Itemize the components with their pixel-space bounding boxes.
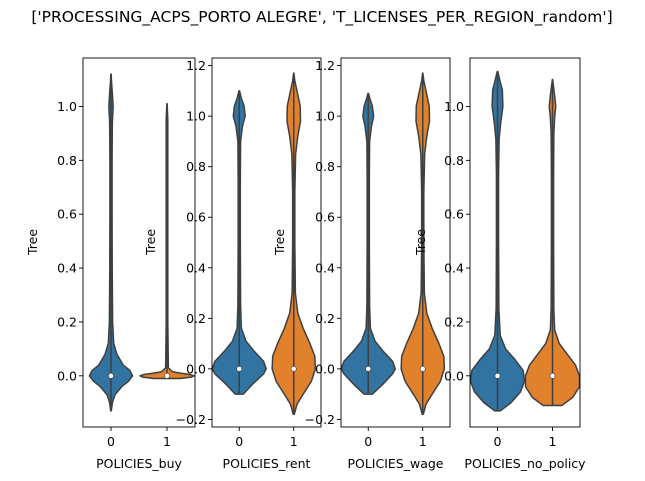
ytick-label: 1.0 — [315, 109, 335, 124]
y-axis-label: Tree — [25, 229, 40, 256]
violin-median-1 — [549, 372, 556, 379]
xtick-label: 1 — [163, 434, 171, 449]
ytick-label: 0.0 — [57, 368, 77, 383]
ytick-label: 1.0 — [444, 99, 464, 114]
ytick-label: 0.2 — [315, 311, 335, 326]
ytick-label: 0.2 — [444, 314, 464, 329]
ytick-label: 0.0 — [315, 361, 335, 376]
xtick-label: 1 — [419, 434, 427, 449]
x-axis-label: POLICIES_wage — [347, 456, 443, 471]
ytick-label: 0.4 — [444, 261, 464, 276]
figure-title: ['PROCESSING_ACPS_PORTO ALEGRE', 'T_LICE… — [31, 8, 612, 27]
violin-median-0 — [494, 372, 501, 379]
xtick-label: 0 — [494, 434, 502, 449]
axes-frame — [82, 57, 196, 428]
ytick-label: 0.8 — [444, 153, 464, 168]
ytick-label: 0.8 — [57, 153, 77, 168]
ytick-label: −0.2 — [305, 412, 335, 427]
ytick-label: 1.2 — [186, 58, 206, 73]
ytick-label: 0.8 — [315, 159, 335, 174]
xtick-label: 0 — [107, 434, 115, 449]
ytick-label: 1.2 — [315, 58, 335, 73]
ytick-label: 0.4 — [186, 260, 206, 275]
x-axis-label: POLICIES_buy — [96, 456, 182, 471]
violin-median-0 — [365, 365, 372, 372]
y-axis-label: Tree — [413, 229, 428, 256]
ytick-label: 0.6 — [186, 210, 206, 225]
x-axis-label: POLICIES_rent — [223, 456, 311, 471]
violin-median-1 — [419, 365, 426, 372]
x-axis-label: POLICIES_no_policy — [464, 456, 586, 471]
panel-1: 0.0 0.2 0.4 0.6 0.8 1.0 0 1 POLICIES_buy Tree — [25, 57, 196, 471]
violin-median-1 — [164, 372, 170, 379]
xtick-label: 0 — [235, 434, 243, 449]
xtick-label: 1 — [290, 434, 298, 449]
ytick-label: 0.4 — [315, 260, 335, 275]
xtick-label: 1 — [549, 434, 557, 449]
ytick-label: 0.2 — [186, 311, 206, 326]
axes-frame — [340, 57, 451, 428]
panel-2: −0.2 0.0 0.2 0.4 0.6 0.8 1.0 1.2 0 1 POLICIES_rent… — [143, 57, 322, 471]
ytick-label: 0.8 — [186, 159, 206, 174]
panel-3: −0.2 0.0 0.2 0.4 0.6 0.8 1.0 1.2 0 1 POLICIES_wage… — [272, 57, 451, 471]
y-axis-label: Tree — [272, 229, 287, 256]
y-axis-label: Tree — [143, 229, 158, 256]
ytick-label: 0.6 — [444, 207, 464, 222]
ytick-label: 1.0 — [186, 109, 206, 124]
ytick-label: 0.2 — [57, 314, 77, 329]
violin-median-1 — [290, 365, 297, 372]
panel-4: 0.0 0.2 0.4 0.6 0.8 1.0 0 1 POLICIES_no_policy Tr… — [413, 57, 586, 471]
xtick-label: 0 — [364, 434, 372, 449]
ytick-label: 1.0 — [57, 99, 77, 114]
ytick-label: 0.4 — [57, 261, 77, 276]
axes-frame — [469, 57, 581, 428]
ytick-label: 0.6 — [315, 210, 335, 225]
ytick-label: 0.6 — [57, 207, 77, 222]
violin-median-0 — [236, 365, 243, 372]
axes-frame — [211, 57, 322, 428]
ytick-label: 0.0 — [444, 368, 464, 383]
violin-median-0 — [108, 372, 114, 379]
ytick-label: −0.2 — [176, 412, 206, 427]
ytick-label: 0.0 — [186, 361, 206, 376]
